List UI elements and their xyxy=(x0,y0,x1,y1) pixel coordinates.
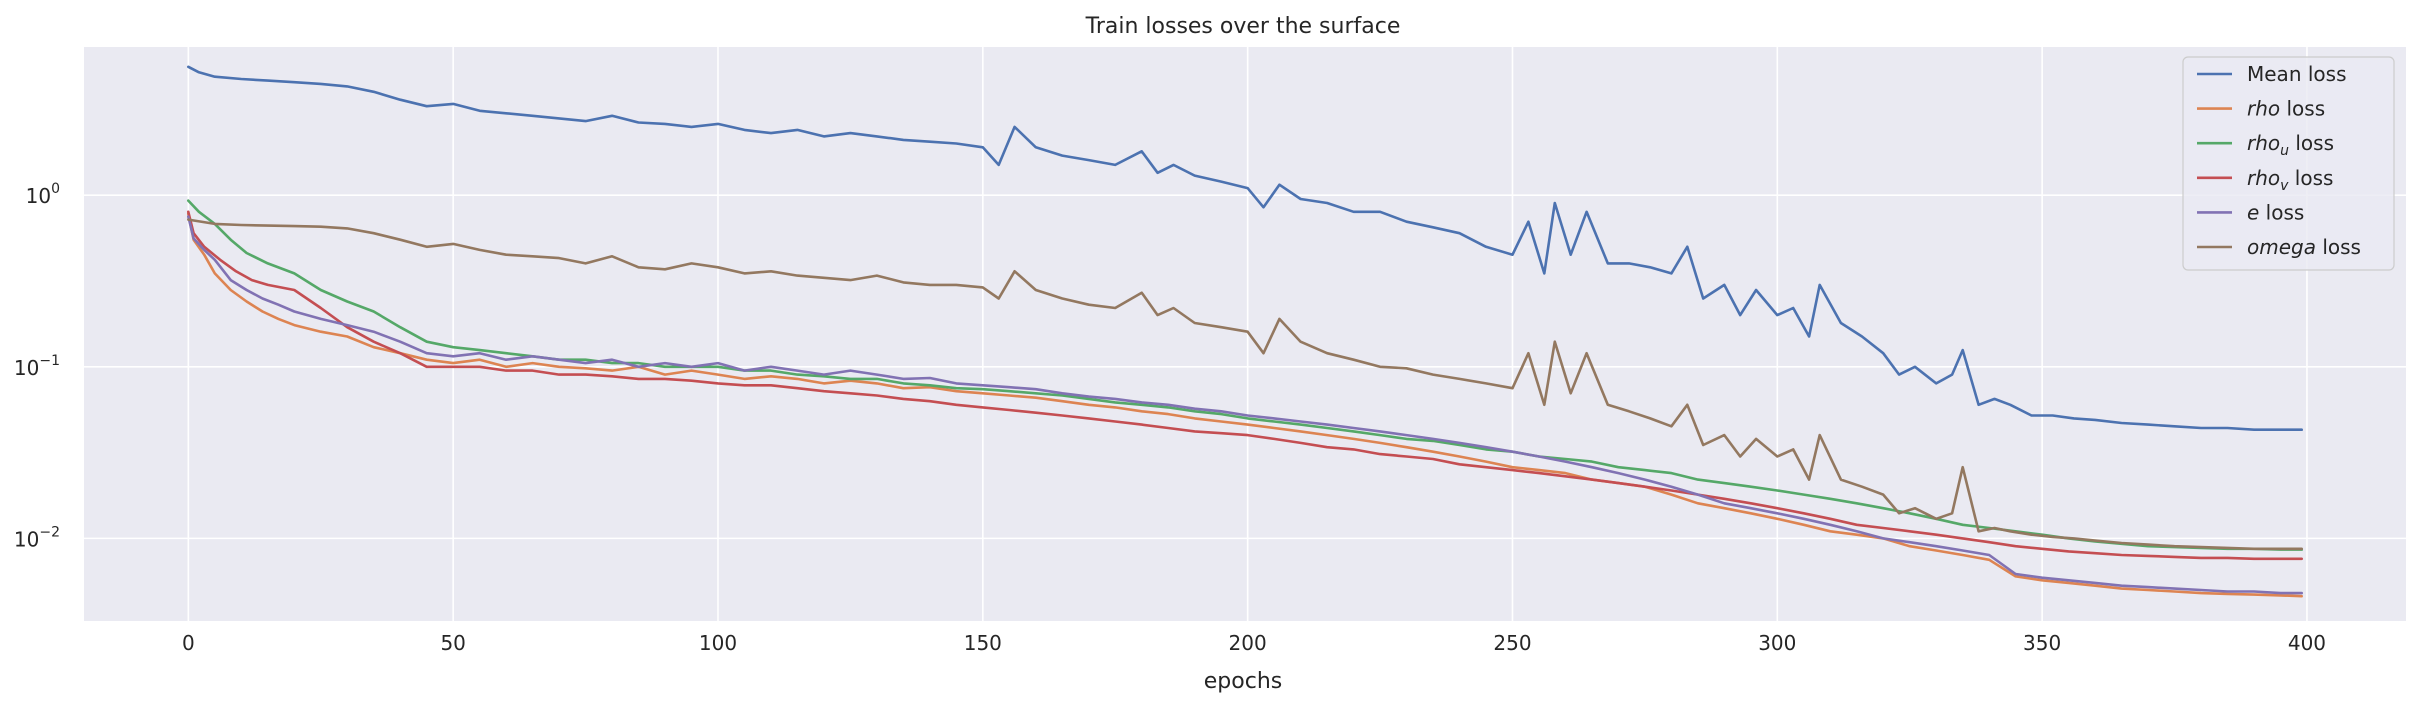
x-tick-label: 400 xyxy=(2288,631,2326,655)
y-tick-exponent: 0 xyxy=(51,181,60,197)
y-tick-label: 10−1 xyxy=(14,353,60,380)
y-tick-label: 10−2 xyxy=(14,524,60,551)
series-line-mean-loss xyxy=(187,65,2303,431)
legend: Mean loss rho loss rhou loss rhov loss e los… xyxy=(2182,56,2395,271)
legend-label: rhov loss xyxy=(2247,166,2333,194)
x-tick-label: 50 xyxy=(440,631,465,655)
chart-title: Train losses over the surface xyxy=(1085,14,1401,39)
series-line-rhou-loss xyxy=(187,199,2303,551)
series-line-rhov-loss xyxy=(187,210,2303,561)
x-tick-label: 250 xyxy=(1493,631,1531,655)
series-line-omega-loss xyxy=(187,218,2303,551)
series-line-rho-loss xyxy=(187,212,2303,598)
x-tick-label: 350 xyxy=(2023,631,2061,655)
x-tick-label: 0 xyxy=(182,631,195,655)
x-tick-label: 300 xyxy=(1758,631,1796,655)
series-line-e-loss xyxy=(187,215,2303,595)
legend-box xyxy=(2182,56,2395,271)
y-tick-base: 10 xyxy=(14,356,39,380)
x-tick-label: 150 xyxy=(964,631,1002,655)
plot-background xyxy=(84,47,2406,621)
y-tick-exponent: −2 xyxy=(39,524,60,540)
x-axis-ticks: 0 50 100 150 200 250 300 350 400 xyxy=(182,631,2326,655)
legend-label: rho loss xyxy=(2247,97,2325,121)
y-tick-label: 100 xyxy=(26,181,60,208)
y-tick-base: 10 xyxy=(14,527,39,551)
y-tick-exponent: −1 xyxy=(39,353,60,369)
x-axis-label: epochs xyxy=(1204,669,1282,694)
legend-label: e loss xyxy=(2247,200,2304,224)
legend-label: Mean loss xyxy=(2247,62,2346,86)
legend-label: omega loss xyxy=(2247,235,2361,259)
y-tick-base: 10 xyxy=(26,184,51,208)
legend-label: rhou loss xyxy=(2247,131,2334,159)
x-tick-label: 200 xyxy=(1229,631,1267,655)
series-lines xyxy=(187,65,2303,598)
x-tick-label: 100 xyxy=(699,631,737,655)
